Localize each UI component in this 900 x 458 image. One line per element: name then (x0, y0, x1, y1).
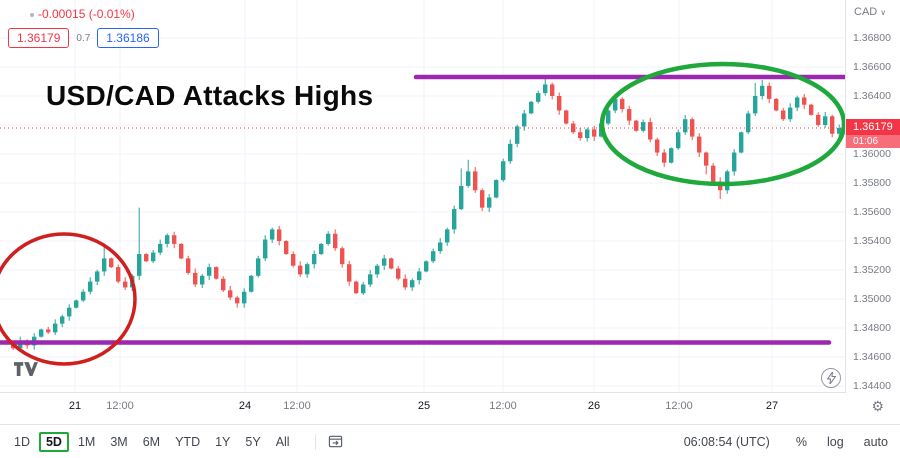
time-tick: 12:00 (106, 400, 134, 412)
range-All[interactable]: All (275, 434, 290, 449)
currency-dropdown[interactable]: CAD ∨ (854, 6, 886, 18)
range-1Y[interactable]: 1Y (215, 434, 231, 449)
range-3M[interactable]: 3M (110, 434, 128, 449)
price-tick: 1.36800 (853, 32, 891, 44)
spread-value: 0.7 (76, 32, 91, 44)
time-tick: 12:00 (489, 400, 517, 412)
tv-logo-glyph (14, 362, 38, 376)
last-price-badge: 1.36179 01:06 (846, 119, 900, 149)
sell-bid-button[interactable]: 1.36179 (8, 28, 70, 48)
range-5Y[interactable]: 5Y (245, 434, 261, 449)
time-tick: 25 (417, 400, 431, 412)
price-tick: 1.35000 (853, 293, 891, 305)
currency-label: CAD (854, 6, 878, 18)
time-tick: 24 (238, 400, 252, 412)
buy-ask-button[interactable]: 1.36186 (97, 28, 159, 48)
price-change-label: -0.00015 (-0.01%) (38, 7, 135, 21)
price-tick: 1.36400 (853, 90, 891, 102)
price-tick: 1.35400 (853, 235, 891, 247)
price-tick: 1.36600 (853, 61, 891, 73)
gear-icon[interactable]: ⚙ (871, 398, 884, 414)
lightning-icon (826, 372, 836, 384)
time-axis[interactable]: 21 12:00 24 12:00 25 12:00 26 12:00 27 ⚙ (0, 393, 900, 424)
price-tick: 1.35200 (853, 264, 891, 276)
tradingview-logo[interactable] (14, 362, 38, 382)
range-1D[interactable]: 1D (14, 434, 30, 449)
range-6M[interactable]: 6M (142, 434, 161, 449)
bid-ask-row: 1.36179 0.7 1.36186 (8, 28, 159, 48)
price-tick: 1.34400 (853, 380, 891, 392)
toolbar-divider (314, 433, 316, 450)
toolbar-separator (0, 424, 900, 425)
bar-countdown: 01:06 (846, 135, 900, 149)
range-YTD[interactable]: YTD (175, 434, 201, 449)
chart-annotation-title: USD/CAD Attacks Highs (46, 80, 374, 111)
range-5D[interactable]: 5D (38, 431, 69, 452)
price-tick: 1.36000 (853, 148, 891, 160)
percent-scale-button[interactable]: % (795, 434, 807, 449)
price-tick: 1.35800 (853, 177, 891, 189)
axis-separator-vertical (845, 0, 846, 424)
time-tick: 21 (68, 400, 82, 412)
chevron-down-icon: ∨ (880, 8, 887, 17)
price-tick: 1.34600 (853, 351, 891, 363)
candlestick-chart[interactable] (0, 0, 845, 392)
session-clock[interactable]: 06:08:54 (UTC) (683, 434, 770, 449)
legend-marker-dot (30, 13, 34, 17)
last-price-value: 1.36179 (846, 119, 900, 136)
auto-scale-button[interactable]: auto (863, 434, 888, 449)
go-to-date-icon[interactable] (328, 434, 343, 449)
price-tick: 1.34800 (853, 322, 891, 334)
time-tick: 12:00 (283, 400, 311, 412)
time-tick: 26 (587, 400, 601, 412)
log-scale-button[interactable]: log (826, 434, 844, 449)
price-tick: 1.35600 (853, 206, 891, 218)
price-axis[interactable]: CAD∨ 1.368001.366001.364001.362001.36000… (846, 0, 900, 424)
range-1M[interactable]: 1M (77, 434, 96, 449)
time-tick: 12:00 (665, 400, 693, 412)
axis-separator-horizontal (0, 392, 900, 393)
bottom-toolbar: 1D 5D 1M 3M 6M YTD 1Y 5Y All 06:08:54 (U… (0, 425, 900, 458)
time-tick: 27 (765, 400, 779, 412)
instant-trading-button[interactable] (821, 368, 841, 388)
calendar-icon (328, 435, 342, 448)
